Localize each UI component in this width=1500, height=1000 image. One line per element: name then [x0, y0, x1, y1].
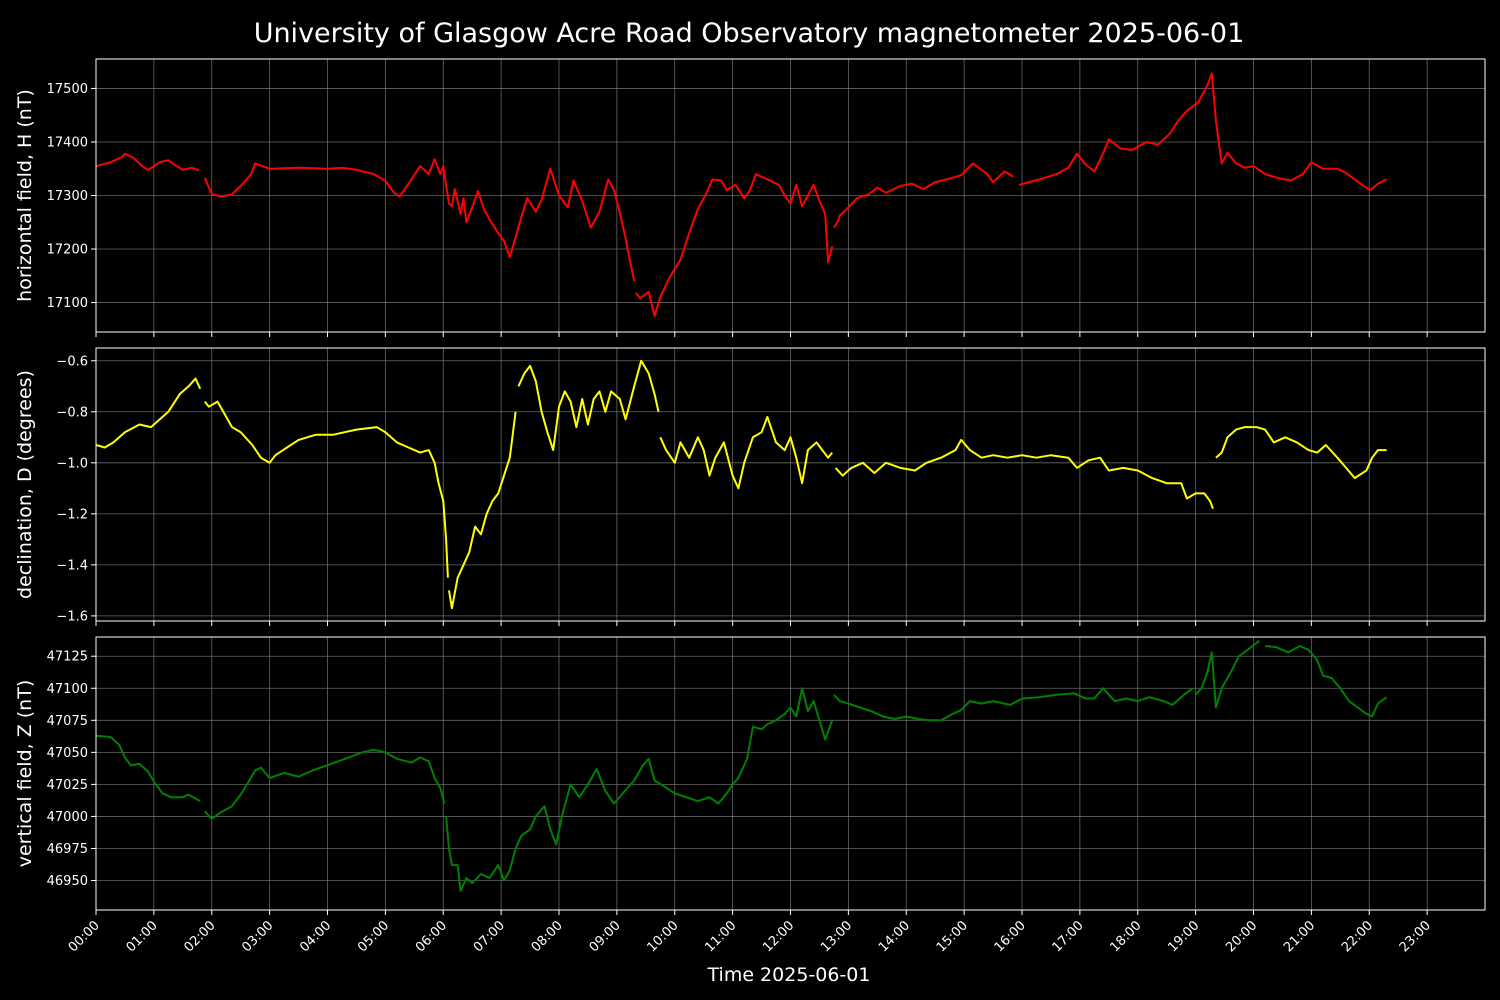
series-line-segment	[96, 377, 202, 449]
series-line-segment	[204, 748, 446, 820]
y-tick-label: 46950	[47, 874, 88, 889]
series-d	[96, 359, 1387, 610]
y-tick-label: −0.8	[56, 405, 88, 420]
y-tick-label: 17100	[47, 296, 88, 311]
x-tick-label: 04:00	[297, 918, 334, 955]
x-tick-labels: 00:00 01:00 02:00 03:00 04:00 05:00 06:00 07:00…	[66, 918, 1434, 955]
y-tick-label: −0.6	[56, 354, 88, 369]
x-tick-label: 05:00	[355, 918, 392, 955]
y-tick-label: 47050	[47, 746, 88, 761]
series-line-segment	[1215, 426, 1387, 480]
x-tick-label: 02:00	[181, 918, 218, 955]
y-tick-label: −1.0	[56, 456, 88, 471]
x-tick-label: 20:00	[1223, 918, 1260, 955]
x-tick-label: 16:00	[992, 918, 1029, 955]
x-tick-label: 10:00	[644, 918, 681, 955]
x-tick-label: 14:00	[876, 918, 913, 955]
series-line-segment	[659, 415, 833, 490]
series-line-segment	[1018, 72, 1388, 192]
y-tick-label: 17400	[47, 135, 88, 150]
series-line-segment	[445, 687, 834, 892]
y-tick-label: −1.4	[56, 558, 88, 573]
x-tick-label: 22:00	[1339, 918, 1376, 955]
series-line-segment	[833, 162, 1014, 229]
panel-d: −1.6 −1.4 −1.2 −1.0 −0.8 −0.6 declination, D (…	[14, 347, 1486, 626]
x-tick-label: 23:00	[1397, 918, 1434, 955]
x-tick-label: 17:00	[1050, 918, 1087, 955]
series-line-segment	[834, 438, 1214, 510]
axes-frame	[95, 347, 1486, 622]
y-tick-label: 17200	[47, 243, 88, 258]
axes-frame	[95, 58, 1486, 333]
y-tick-label: 47025	[47, 778, 88, 793]
x-tick-label: 11:00	[702, 918, 739, 955]
chart-title: University of Glasgow Acre Road Observat…	[254, 18, 1245, 49]
x-tick-label: 19:00	[1165, 918, 1202, 955]
y-tick-label: 47000	[47, 810, 88, 825]
y-tick-label: 47125	[47, 650, 88, 665]
y-tick-label: 17500	[47, 82, 88, 97]
y-axis-label: vertical field, Z (nT)	[14, 680, 36, 868]
panel-z: 46950 46975 47000 47025 47050 47075 47100 47125…	[14, 636, 1486, 915]
y-tick-label: 17300	[47, 189, 88, 204]
series-line-segment	[833, 687, 1194, 722]
x-tick-label: 06:00	[413, 918, 450, 955]
x-tick-label: 21:00	[1281, 918, 1318, 955]
series-line-segment	[96, 734, 201, 802]
series-line-segment	[1264, 645, 1388, 718]
panel-h: 17100 17200 17300 17400 17500 horizontal fiel…	[14, 58, 1486, 337]
x-tick-label: 08:00	[529, 918, 566, 955]
y-axis-label: horizontal field, H (nT)	[14, 89, 36, 302]
series-line-segment	[203, 158, 636, 282]
x-tick-label: 13:00	[818, 918, 855, 955]
y-axis-label: declination, D (degrees)	[14, 370, 36, 599]
x-tick-label: 09:00	[587, 918, 624, 955]
x-tick-label: 15:00	[934, 918, 971, 955]
x-tick-label: 00:00	[66, 918, 103, 955]
y-tick-label: 47100	[47, 682, 88, 697]
series-z	[96, 640, 1388, 892]
x-tick-label: 01:00	[124, 918, 161, 955]
series-line-segment	[204, 400, 449, 578]
y-tick-label: 47075	[47, 714, 88, 729]
series-line-segment	[1194, 640, 1260, 709]
y-tick-label: −1.2	[56, 507, 88, 522]
y-tick-label: 46975	[47, 842, 88, 857]
series-line-segment	[635, 173, 834, 317]
series-line-segment	[517, 359, 660, 452]
x-axis-label: Time 2025-06-01	[707, 964, 871, 986]
x-tick-label: 12:00	[760, 918, 797, 955]
x-tick-label: 03:00	[239, 918, 276, 955]
axes-frame	[95, 636, 1486, 911]
series-line-segment	[448, 411, 517, 610]
x-tick-label: 18:00	[1107, 918, 1144, 955]
x-tick-label: 07:00	[471, 918, 508, 955]
y-tick-label: −1.6	[56, 609, 88, 624]
series-h	[96, 72, 1388, 317]
series-line-segment	[96, 152, 200, 172]
chart-panels: 17100 17200 17300 17400 17500 horizontal fiel…	[14, 58, 1486, 955]
